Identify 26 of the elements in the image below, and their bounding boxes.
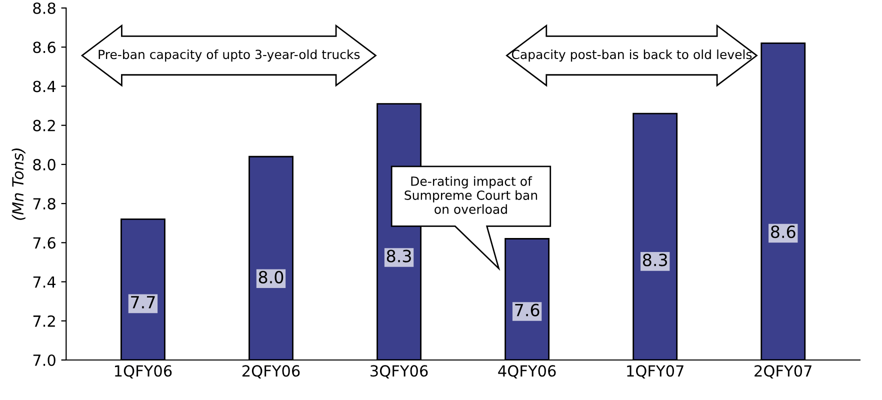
x-tick-label: 2QFY07 xyxy=(754,365,812,378)
x-tick-label: 4QFY06 xyxy=(498,365,556,378)
y-axis-title: (Mn Tons) xyxy=(12,148,26,220)
y-tick-label: 8.8 xyxy=(33,2,56,14)
y-tick-label: 8.2 xyxy=(33,120,55,132)
annotation: Pre-ban capacity of upto 3-year-old trucks xyxy=(98,49,360,62)
y-tick-label: 7.0 xyxy=(33,354,56,366)
x-tick-label: 2QFY06 xyxy=(242,365,300,378)
data-label: 8.3 xyxy=(386,250,411,262)
data-label: 8.0 xyxy=(258,270,284,284)
y-tick-label: 8.6 xyxy=(33,42,56,54)
data-label: 8.3 xyxy=(642,254,668,266)
x-tick-label: 1QFY06 xyxy=(114,365,172,378)
y-tick-label: 7.2 xyxy=(33,315,55,327)
annotation: Capacity post-ban is back to old levels xyxy=(512,49,752,62)
y-tick-label: 7.8 xyxy=(33,198,56,210)
annotation: De-rating impact of Sumpreme Court ban on overload xyxy=(404,176,538,214)
x-tick-label: 1QFY07 xyxy=(627,365,684,378)
y-tick-label: 7.6 xyxy=(33,237,56,249)
data-label: 8.6 xyxy=(771,226,796,238)
y-tick-label: 7.4 xyxy=(33,276,56,288)
y-tick-label: 8.0 xyxy=(33,158,56,170)
y-tick-label: 8.4 xyxy=(33,80,56,92)
data-label: 7.6 xyxy=(515,304,540,316)
x-tick-label: 3QFY06 xyxy=(370,365,428,378)
data-label: 7.7 xyxy=(131,296,155,308)
